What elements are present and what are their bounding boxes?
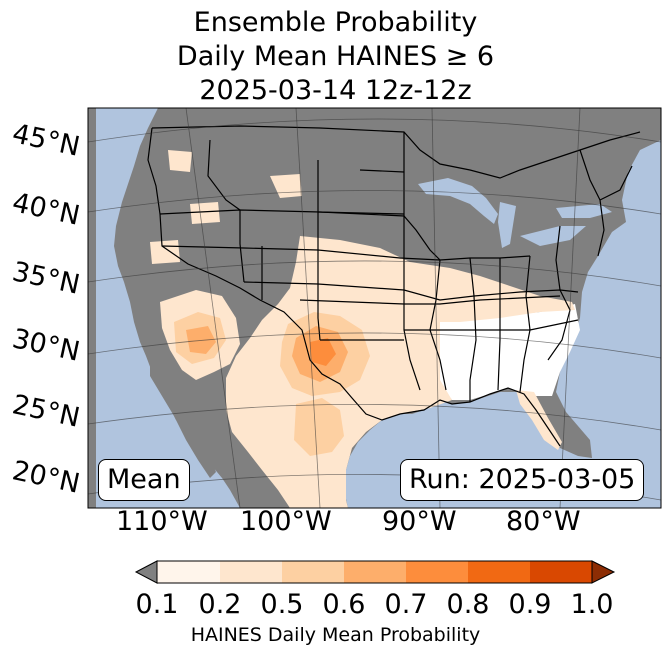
colorbar-bin-5: [406, 561, 468, 583]
statistic-label: Mean: [98, 459, 190, 501]
colorbar-frame: [156, 560, 593, 584]
colorbar-under-triangle: [134, 560, 158, 584]
colorbar-tick: 1.0: [570, 589, 614, 620]
graticule: [88, 108, 661, 508]
colorbar: [134, 560, 616, 584]
colorbar-bin-7: [530, 561, 592, 583]
colorbar-tick: 0.1: [135, 589, 179, 620]
run-date-label: Run: 2025-03-05: [400, 459, 645, 501]
colorbar-tick: 0.7: [384, 589, 428, 620]
colorbar-bin-2: [220, 561, 282, 583]
lon-label-100: 100°W: [240, 506, 332, 537]
colorbar-tick: 0.9: [508, 589, 552, 620]
great-lakes: [418, 178, 612, 248]
colorbar-tick: 0.2: [198, 589, 242, 620]
lon-label-110: 110°W: [116, 506, 208, 537]
state-borders: [147, 125, 641, 447]
colorbar-tick: 0.5: [260, 589, 304, 620]
lon-label-80: 80°W: [506, 506, 581, 537]
colorbar-bin-4: [344, 561, 406, 583]
title-line-2: Daily Mean HAINES ≥ 6: [176, 41, 495, 72]
colorbar-over-triangle: [591, 560, 616, 584]
colorbar-bin-6: [468, 561, 530, 583]
colorbar-label: HAINES Daily Mean Probability: [190, 624, 481, 646]
colorbar-bin-3: [282, 561, 344, 583]
colorbar-tick: 0.8: [446, 589, 490, 620]
map-frame: [87, 107, 662, 509]
title-line-3: 2025-03-14 12z-12z: [199, 75, 472, 106]
mexico-peninsula: [150, 360, 216, 478]
lon-label-90: 90°W: [382, 506, 457, 537]
colorbar-tick: 0.6: [322, 589, 366, 620]
colorbar-bin-1: [157, 561, 220, 583]
title-line-1: Ensemble Probability: [193, 7, 478, 38]
